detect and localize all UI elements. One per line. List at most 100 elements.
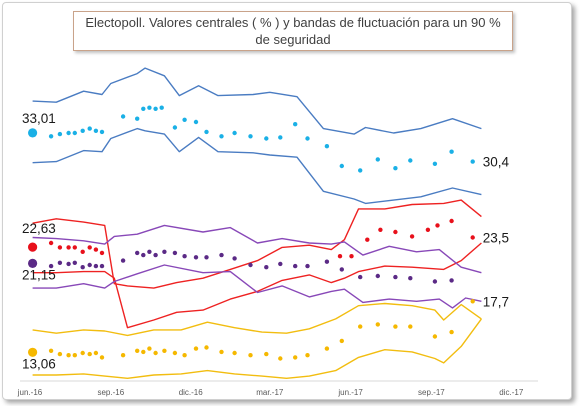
series-2-point xyxy=(87,262,92,268)
series-1-point xyxy=(378,227,383,232)
series-1-point xyxy=(87,245,92,250)
series-0-band-upper-line xyxy=(32,67,482,135)
series-1-end-label: 23,5 xyxy=(483,231,509,246)
series-2-point xyxy=(358,274,363,280)
series-3-point xyxy=(449,329,454,335)
series-3-point xyxy=(99,355,105,360)
series-3-point xyxy=(162,348,167,353)
series-3-point xyxy=(147,346,152,351)
series-0-point xyxy=(99,129,105,135)
series-0-point xyxy=(204,129,209,135)
series-0-point xyxy=(57,131,63,137)
series-3-point xyxy=(66,353,71,358)
series-1-point xyxy=(449,218,454,224)
series-1-point xyxy=(393,229,398,235)
series-1-point xyxy=(48,240,54,246)
series-3-point xyxy=(204,345,209,350)
series-3-point xyxy=(375,322,380,327)
series-2-point xyxy=(153,252,158,258)
series-0-end-label: 30,4 xyxy=(483,155,510,170)
x-tick-label: mar.-17 xyxy=(256,388,284,397)
series-0-point xyxy=(324,144,330,149)
series-2-point xyxy=(57,260,63,265)
x-tick-label: sep.-17 xyxy=(418,388,445,397)
series-1-point xyxy=(470,235,475,240)
series-0-point xyxy=(87,126,92,131)
series-2-point xyxy=(248,262,253,268)
series-0-point xyxy=(278,135,283,140)
series-0-point xyxy=(232,130,237,136)
x-tick-label: dic.-17 xyxy=(499,388,524,397)
series-1-point xyxy=(93,247,99,252)
series-3-band-upper-line xyxy=(32,302,482,337)
series-2-point xyxy=(408,276,413,281)
series-0-point xyxy=(120,114,126,119)
series-2-point xyxy=(393,274,398,280)
series-0-band-lower-line xyxy=(32,127,482,205)
series-0-point xyxy=(153,106,158,112)
series-2-point xyxy=(324,259,330,264)
series-3-point xyxy=(48,348,54,353)
series-3-point xyxy=(141,349,146,355)
series-0-point xyxy=(147,105,152,110)
series-3-point xyxy=(27,347,38,357)
series-2-point xyxy=(135,250,140,256)
series-0-point xyxy=(193,119,199,125)
x-axis: jun.-16 sep.-16 dic.-16 mar.-17 jun.-17 sep.-… xyxy=(17,380,538,397)
series-3-point xyxy=(470,299,475,304)
x-tick-label: sep.-16 xyxy=(97,388,124,397)
series-2-point xyxy=(278,261,283,267)
chart-title-box: Electopoll. Valores centrales ( % ) y ba… xyxy=(73,11,513,51)
series-3-point xyxy=(80,350,85,356)
series-2-point xyxy=(48,263,54,269)
x-tick-label: jun.-17 xyxy=(337,388,363,397)
series-3-point xyxy=(358,324,363,329)
series-0-point xyxy=(470,159,475,164)
series-3-end-label: 17,7 xyxy=(483,294,509,309)
series-0-point xyxy=(305,136,310,141)
series-0-point xyxy=(339,163,344,169)
series-3-point xyxy=(153,350,158,356)
series-1-point xyxy=(337,254,343,259)
series-2-point xyxy=(305,263,310,269)
series-1-point xyxy=(425,227,431,232)
series-0-point xyxy=(375,157,380,162)
series-3-point xyxy=(219,349,224,355)
series-3-point xyxy=(182,353,187,358)
series-2-point xyxy=(162,249,167,254)
series-1-start-label: 22,63 xyxy=(22,221,56,236)
series-0-point xyxy=(172,125,178,130)
x-tick-label: dic.-16 xyxy=(179,388,204,397)
series-0-point xyxy=(219,134,224,139)
series-0-point xyxy=(66,130,71,136)
series-2-point xyxy=(204,255,209,260)
series-1-point xyxy=(57,245,63,250)
series-2-point xyxy=(147,249,152,254)
series-1-band-lower-line xyxy=(32,242,482,329)
series-3-point xyxy=(87,351,92,357)
series-2-point xyxy=(264,265,269,270)
chart-title: Electopoll. Valores centrales ( % ) y ba… xyxy=(85,15,501,47)
series-2-start-label: 21,15 xyxy=(22,267,56,282)
series-1-point xyxy=(409,234,415,239)
series-3-point xyxy=(432,334,438,339)
series-2-point xyxy=(449,278,454,283)
series-2-point xyxy=(232,256,237,261)
series-1-point xyxy=(27,242,38,252)
series-2-point xyxy=(66,261,71,267)
series-0-point xyxy=(159,105,164,110)
series-2-point xyxy=(93,263,99,269)
series-0-point xyxy=(48,134,54,139)
series-0-point xyxy=(432,161,438,166)
series-3-point xyxy=(248,353,253,358)
series-0-point xyxy=(293,122,298,127)
series-3-point xyxy=(72,353,78,358)
series-1-point xyxy=(349,254,354,259)
series-3-point xyxy=(278,356,283,361)
series-1-point xyxy=(80,249,85,254)
series-3-point xyxy=(57,351,63,357)
series-3-point xyxy=(93,350,99,356)
series-0-point xyxy=(72,130,78,136)
series-3-point xyxy=(324,346,330,351)
